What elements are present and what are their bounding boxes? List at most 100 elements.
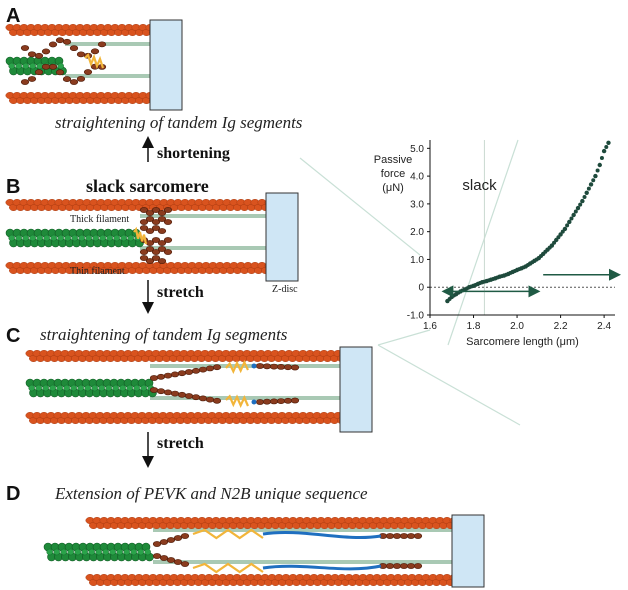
ig-domain xyxy=(198,366,208,373)
x-ticks: 1.6 1.8 2.0 2.2 2.4 xyxy=(423,315,612,332)
panel-b: B slack sarcomere Thick filament Thin fi… xyxy=(5,176,299,295)
ig-domain xyxy=(48,63,58,70)
ig-domain xyxy=(48,41,58,48)
ig-domain xyxy=(180,533,190,539)
data-point xyxy=(567,219,572,225)
myosin-head xyxy=(144,548,151,556)
ig-domain xyxy=(205,365,215,372)
myosin-head xyxy=(53,548,60,556)
ig-domain xyxy=(159,539,169,545)
myosin-head xyxy=(36,234,43,242)
z-disc xyxy=(265,192,299,282)
passive-force-chart: 1.6 1.8 2.0 2.2 2.4 -1.0 0 1.0 2.0 3.0 4.0 5.0 Pas… xyxy=(374,140,621,348)
myosin-head xyxy=(130,548,137,556)
data-point xyxy=(601,148,607,154)
ig-domain xyxy=(69,79,79,85)
myosin-head xyxy=(57,234,64,242)
ig-domain xyxy=(27,76,37,82)
myosin-head xyxy=(74,548,81,556)
myosin-head xyxy=(36,62,43,70)
myosin-head xyxy=(28,384,35,392)
myosin-head xyxy=(109,548,116,556)
shortening-label: shortening xyxy=(157,145,230,162)
ig-domain xyxy=(276,398,286,404)
ig-domain xyxy=(157,258,167,264)
ig-domain xyxy=(34,69,44,76)
ig-domain xyxy=(177,391,187,398)
ig-domain xyxy=(212,364,222,371)
ig-domain xyxy=(139,225,149,231)
myosin-head xyxy=(127,234,134,242)
ig-domain xyxy=(392,533,402,539)
ig-domain xyxy=(69,45,79,52)
z-disc xyxy=(149,19,183,111)
myosin-head xyxy=(92,234,99,242)
myosin-head xyxy=(57,62,64,70)
myosin-head xyxy=(29,234,36,242)
ig-domain xyxy=(149,375,159,381)
ig-domain xyxy=(255,363,265,369)
zoom-guides xyxy=(299,139,521,426)
n2b-segment xyxy=(251,363,257,369)
myosin-head xyxy=(84,384,91,392)
ig-domain xyxy=(151,249,161,255)
ig-domain xyxy=(34,52,44,59)
data-point xyxy=(565,223,570,228)
y-tick-label: 3.0 xyxy=(410,199,424,210)
pevk-segment xyxy=(225,394,250,408)
panel-b-letter: B xyxy=(6,176,20,198)
myosin-head xyxy=(126,384,133,392)
data-point xyxy=(599,156,604,161)
ig-domain xyxy=(173,535,183,541)
x-tick-label: 2.2 xyxy=(554,321,568,332)
stretch-arrow-1: stretch xyxy=(142,280,204,314)
myosin-head xyxy=(77,384,84,392)
ig-domain xyxy=(27,51,37,58)
x-tick-label: 2.4 xyxy=(597,321,611,332)
range-arrows xyxy=(441,268,621,298)
z-disc-label: Z-disc xyxy=(272,284,298,295)
myosin-head xyxy=(71,234,78,242)
ig-domain xyxy=(255,399,265,405)
ig-domain xyxy=(191,394,201,401)
y-axis-label-line-3: (μN) xyxy=(382,182,404,194)
z-disc xyxy=(451,514,485,588)
stretch-label-2: stretch xyxy=(157,435,204,452)
ig-domain xyxy=(139,207,149,213)
data-point xyxy=(591,178,596,183)
myosin-head xyxy=(95,548,102,556)
ig-domain xyxy=(177,370,187,377)
ig-domain xyxy=(145,228,155,234)
pevk-segment xyxy=(84,52,105,70)
ig-domain xyxy=(173,559,183,565)
ig-domain xyxy=(62,76,72,82)
ig-domain xyxy=(41,48,51,55)
data-point xyxy=(604,144,609,149)
myosin-head xyxy=(102,548,109,556)
ig-domain xyxy=(97,41,107,48)
panel-c-sarcomere xyxy=(25,346,373,433)
ig-domain xyxy=(413,563,423,569)
ig-domain xyxy=(145,216,155,222)
panel-c-caption: straightening of tandem Ig segments xyxy=(40,325,288,344)
myosin-head xyxy=(8,62,15,70)
ig-domain xyxy=(170,371,180,378)
x-tick-label: 2.0 xyxy=(510,321,524,332)
data-point xyxy=(569,216,574,221)
pevk-segment xyxy=(192,528,264,540)
data-point xyxy=(595,168,600,173)
ig-domain xyxy=(20,45,30,51)
data-point xyxy=(575,205,581,211)
panel-d-caption: Extension of PEVK and N2B unique sequenc… xyxy=(54,484,368,503)
myosin-head xyxy=(35,384,42,392)
ig-domain xyxy=(406,533,416,539)
ig-domain xyxy=(151,255,161,261)
ig-domain xyxy=(151,237,161,243)
ig-domain xyxy=(157,216,167,222)
data-point xyxy=(593,173,598,179)
n2b-segment xyxy=(262,530,382,540)
y-ticks: -1.0 0 1.0 2.0 3.0 4.0 5.0 xyxy=(407,144,430,322)
panel-c: C straightening of tandem Ig segments xyxy=(6,325,373,433)
stretch-label-1: stretch xyxy=(157,284,204,301)
